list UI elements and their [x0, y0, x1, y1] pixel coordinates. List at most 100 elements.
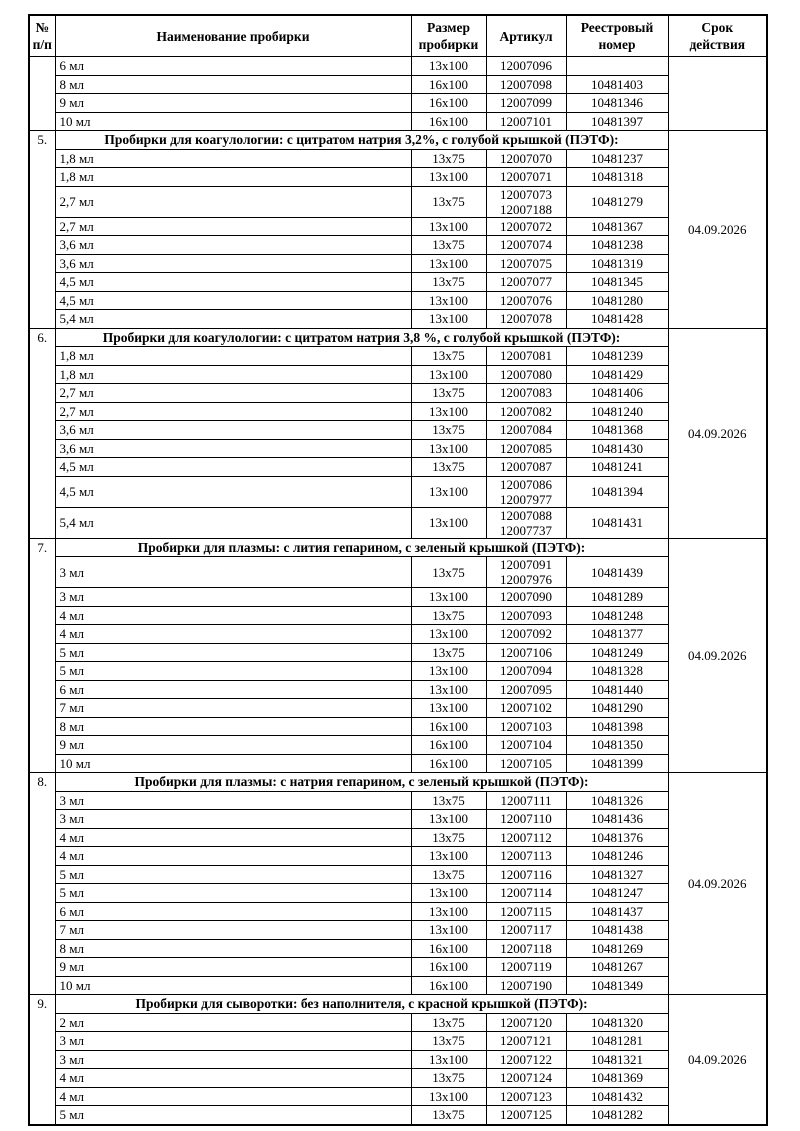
article-cell: 12007077: [485, 272, 567, 292]
registry-number-cell: 10481399: [565, 753, 669, 773]
tube-name-cell: 9 мл: [54, 957, 412, 977]
tube-size-cell: 13x75: [410, 148, 487, 168]
table-row: 10 мл 16x100 12007101 10481397: [29, 111, 767, 131]
table-row: 4,5 мл 13x75 12007077 10481345: [29, 272, 767, 292]
tube-table-head: № п/п Наименование пробирки Размер проби…: [28, 14, 768, 57]
registry-number-cell: 10481290: [565, 698, 669, 718]
registry-number-cell: 10481431: [565, 506, 669, 539]
article-cell: 12007106: [485, 642, 567, 662]
registry-number-cell: 10481432: [565, 1086, 669, 1106]
article-cell: 12007090: [485, 587, 567, 607]
registry-number-cell: 10481248: [565, 605, 669, 625]
tube-size-cell: 13x75: [410, 383, 487, 403]
table-row: 5,4 мл 13x100 12007078 10481428: [29, 309, 767, 329]
article-cell: 12007072: [485, 216, 567, 236]
tube-size-cell: 13x100: [410, 883, 487, 903]
tube-name-cell: 2 мл: [54, 1012, 412, 1032]
section-header-row: 6. Пробирки для коагулологии: с цитратом …: [28, 327, 768, 539]
registry-number-cell: 10481394: [565, 475, 669, 508]
registry-number-cell: 10481237: [565, 148, 669, 168]
tube-table-body: 6 мл 13x100 12007096 8 мл 16x100 12007098 1048…: [28, 56, 768, 1125]
tube-size-cell: 13x100: [410, 679, 487, 699]
table-row: 4 мл 13x75 12007093 10481248: [29, 605, 767, 625]
table-row: 10 мл 16x100 12007190 10481349: [29, 975, 767, 995]
table-row: 3,6 мл 13x75 12007074 10481238: [29, 235, 767, 255]
registry-number-cell: 10481436: [565, 809, 669, 829]
registry-number-cell: 10481247: [565, 883, 669, 903]
table-row: 2 мл 13x75 12007120 10481320: [29, 1012, 767, 1032]
tube-table: № п/п Наименование пробирки Размер проби…: [28, 14, 768, 1126]
section-title-cell: Пробирки для коагулологии: с цитратом на…: [54, 327, 669, 347]
table-row: 3,6 мл 13x100 12007075 10481319: [29, 253, 767, 273]
table-row: 4,5 мл 13x75 12007087 10481241: [29, 457, 767, 477]
registry-number-cell: 10481269: [565, 938, 669, 958]
tube-name-cell: 4,5 мл: [54, 475, 412, 508]
article-cell: 12007091 12007976: [485, 556, 567, 588]
tube-name-cell: 3,6 мл: [54, 253, 412, 273]
table-header-row: № п/п Наименование пробирки Размер проби…: [28, 14, 768, 57]
tube-name-cell: 3,6 мл: [54, 438, 412, 458]
registry-number-cell: 10481439: [565, 556, 669, 588]
tube-size-cell: 16x100: [410, 975, 487, 995]
tube-name-cell: 3 мл: [54, 790, 412, 810]
table-row: 3 мл 13x100 12007122 10481321: [29, 1049, 767, 1069]
tube-name-cell: 10 мл: [54, 975, 412, 995]
table-row: 5 мл 13x75 12007125 10481282: [29, 1105, 767, 1125]
article-cell: 12007093: [485, 605, 567, 625]
article-cell: 12007125: [485, 1105, 567, 1125]
article-cell: 12007110: [485, 809, 567, 829]
table-row: 1,8 мл 13x100 12007080 10481429: [29, 364, 767, 384]
table-row: 6 мл 13x100 12007095 10481440: [29, 679, 767, 699]
tube-size-cell: 13x75: [410, 790, 487, 810]
tube-name-cell: 2,7 мл: [54, 185, 412, 218]
tube-name-cell: 3 мл: [54, 1049, 412, 1069]
tube-size-cell: 13x75: [410, 642, 487, 662]
tube-name-cell: 5,4 мл: [54, 506, 412, 539]
tube-name-cell: 9 мл: [54, 93, 412, 113]
table-row: 9 мл 16x100 12007119 10481267: [29, 957, 767, 977]
registry-number-cell: 10481349: [565, 975, 669, 995]
validity-date-cell: 04.09.2026: [667, 994, 768, 1125]
article-cell: 12007081: [485, 346, 567, 366]
table-row: 4 мл 13x100 12007113 10481246: [29, 846, 767, 866]
registry-number-cell: 10481320: [565, 1012, 669, 1032]
registry-number-cell: 10481377: [565, 624, 669, 644]
registry-number-cell: 10481282: [565, 1105, 669, 1125]
table-row: 2,7 мл 13x100 12007082 10481240: [29, 401, 767, 421]
tube-name-cell: 6 мл: [54, 679, 412, 699]
article-cell: 12007080: [485, 364, 567, 384]
registry-number-cell: 10481280: [565, 290, 669, 310]
article-cell: 12007120: [485, 1012, 567, 1032]
tube-size-cell: 13x75: [410, 1105, 487, 1125]
registry-number-cell: 10481367: [565, 216, 669, 236]
table-row: 3 мл 13x75 12007091 12007976 10481439: [29, 556, 767, 588]
section-title-cell: Пробирки для сыворотки: без наполнителя,…: [54, 994, 669, 1014]
article-cell: 12007092: [485, 624, 567, 644]
validity-date-cell: 04.09.2026: [667, 130, 768, 329]
col-header-name: Наименование пробирки: [54, 14, 412, 57]
tube-size-cell: 13x100: [410, 698, 487, 718]
article-cell: 12007111: [485, 790, 567, 810]
section-header-row: 8. Пробирки для плазмы: с натрия гепарино…: [28, 772, 768, 995]
table-row: 2,7 мл 13x100 12007072 10481367: [29, 216, 767, 236]
tube-name-cell: 3 мл: [54, 809, 412, 829]
article-cell: 12007119: [485, 957, 567, 977]
article-cell: 12007124: [485, 1068, 567, 1088]
tube-name-cell: 3,6 мл: [54, 235, 412, 255]
article-cell: 12007095: [485, 679, 567, 699]
tube-name-cell: 5 мл: [54, 883, 412, 903]
tube-size-cell: 13x100: [410, 846, 487, 866]
tube-name-cell: 10 мл: [54, 111, 412, 131]
article-cell: 12007105: [485, 753, 567, 773]
table-row: 1,8 мл 13x100 12007071 10481318: [29, 167, 767, 187]
tube-name-cell: 1,8 мл: [54, 346, 412, 366]
tube-name-cell: 4,5 мл: [54, 290, 412, 310]
registry-number-cell: 10481398: [565, 716, 669, 736]
registry-number-cell: 10481440: [565, 679, 669, 699]
tube-name-cell: 2,7 мл: [54, 401, 412, 421]
section-title-cell: Пробирки для коагулологии: с цитратом на…: [54, 130, 669, 150]
col-header-validity: Срок действия: [667, 14, 768, 57]
tube-name-cell: 4 мл: [54, 1086, 412, 1106]
tube-name-cell: 8 мл: [54, 938, 412, 958]
tube-name-cell: 4 мл: [54, 1068, 412, 1088]
